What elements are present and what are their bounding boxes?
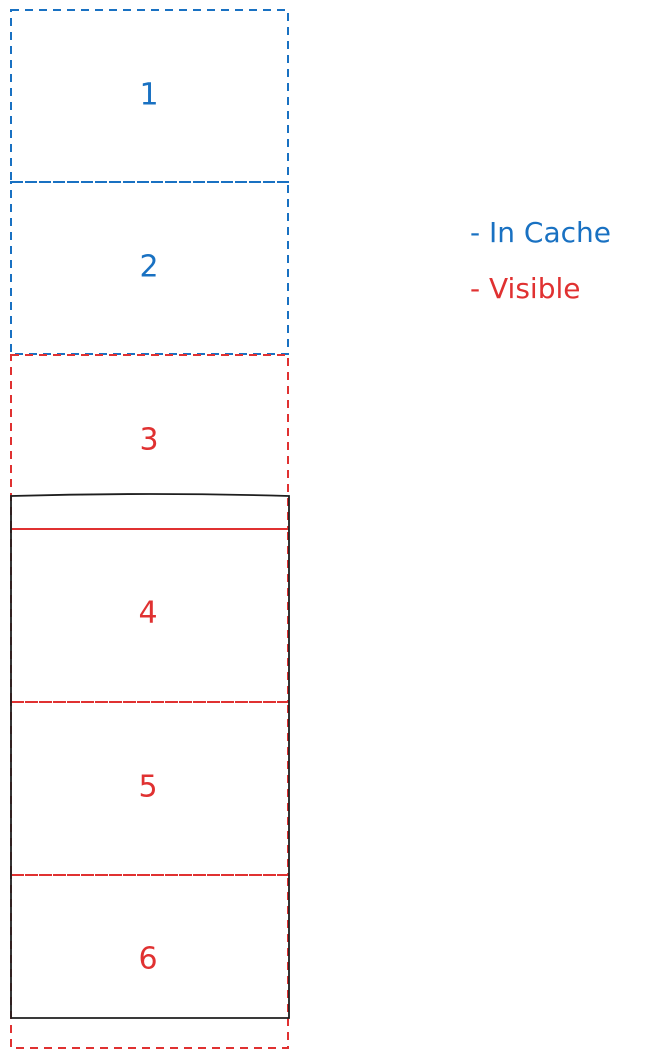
list-cell-1: 1 xyxy=(10,9,289,183)
cell-3-number: 3 xyxy=(139,423,158,458)
viewport-frame xyxy=(10,493,290,1019)
list-cell-3: 3 xyxy=(10,354,289,530)
cell-3-dashed-border xyxy=(10,354,289,530)
cell-2-dashed-border xyxy=(10,181,289,355)
cell-5-number: 5 xyxy=(138,770,157,805)
cell-1-dashed-border xyxy=(10,9,289,183)
cell-1-number: 1 xyxy=(139,78,158,113)
cell-2-number: 2 xyxy=(139,250,158,285)
legend-visible: - Visible xyxy=(470,272,580,305)
list-cell-6: 6 xyxy=(10,874,289,1049)
cell-4-number: 4 xyxy=(138,596,157,631)
list-cell-2: 2 xyxy=(10,181,289,355)
legend: - In Cache - Visible xyxy=(470,216,611,305)
list-cell-4: 4 xyxy=(10,528,289,703)
legend-in-cache: - In Cache xyxy=(470,216,611,249)
cell-6-number: 6 xyxy=(138,942,157,977)
list-cell-5: 5 xyxy=(10,701,289,876)
